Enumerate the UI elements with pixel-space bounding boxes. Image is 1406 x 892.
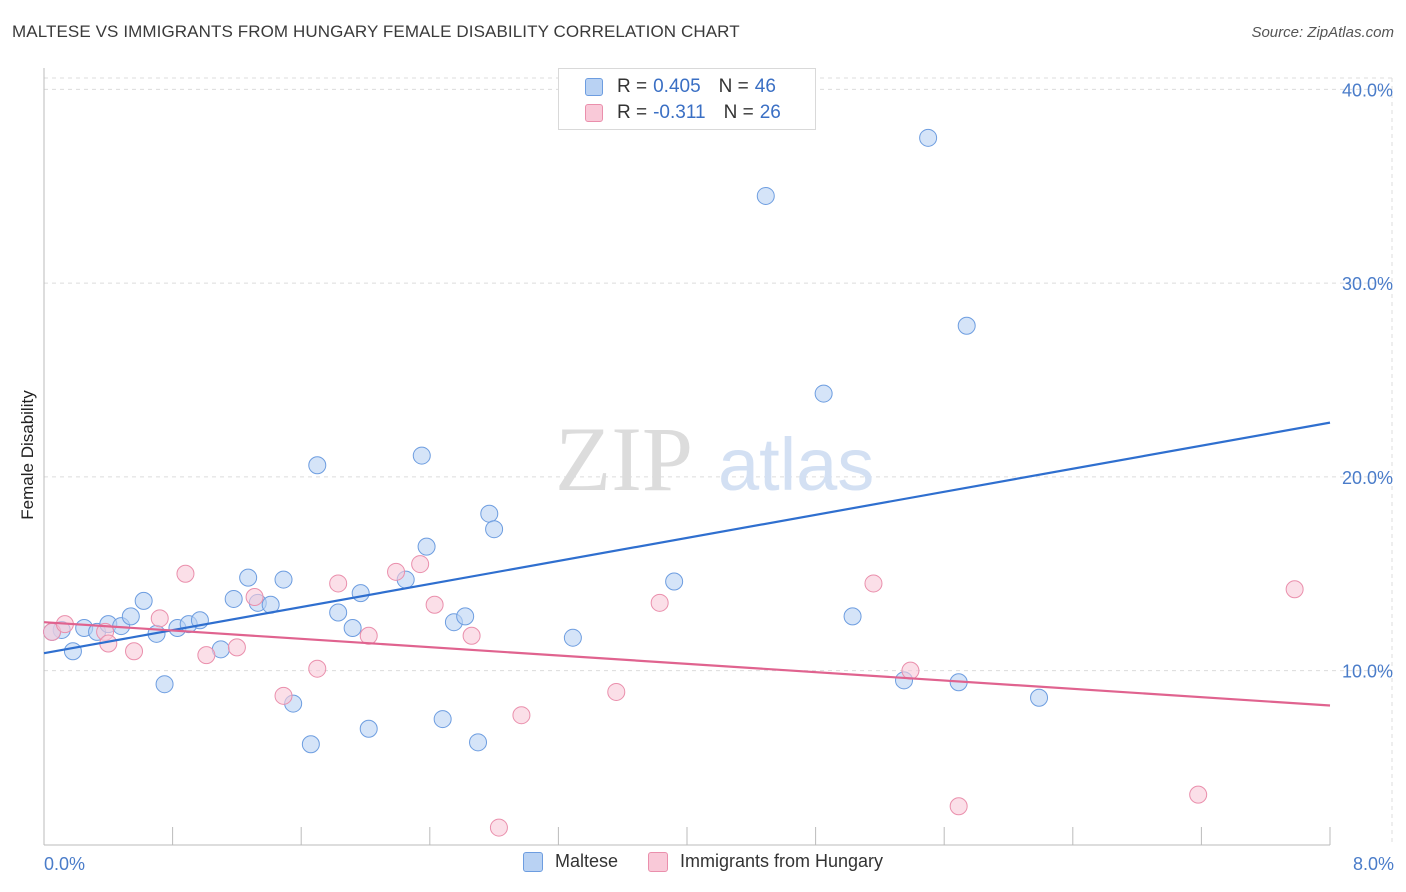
- series-legend-maltese: Maltese: [522, 851, 618, 872]
- data-point: [329, 574, 348, 593]
- data-point: [433, 710, 452, 729]
- data-point: [411, 555, 430, 574]
- data-point: [125, 642, 144, 661]
- series-swatch-maltese: [522, 851, 543, 872]
- watermark: ZIP atlas: [555, 408, 874, 510]
- data-point: [957, 316, 976, 335]
- data-point: [512, 706, 531, 725]
- legend-n-value: 26: [759, 102, 781, 123]
- legend-r-value: 0.405: [653, 76, 701, 97]
- data-point: [134, 591, 153, 610]
- data-point: [949, 797, 968, 816]
- legend-n-value: 46: [754, 76, 776, 97]
- series-points-hungary: [43, 555, 1304, 837]
- chart-title: MALTESE VS IMMIGRANTS FROM HUNGARY FEMAL…: [12, 22, 740, 41]
- data-point: [155, 675, 174, 694]
- data-point: [665, 572, 684, 591]
- data-point: [224, 589, 243, 608]
- data-point: [469, 733, 488, 752]
- series-legend: Maltese Immigrants from Hungary: [0, 851, 1406, 872]
- legend-row-hungary: R = -0.311 N = 26: [585, 101, 781, 125]
- y-tick-label: 20.0%: [1342, 468, 1393, 488]
- data-point: [489, 818, 508, 837]
- data-point: [239, 568, 258, 587]
- data-point: [901, 661, 920, 680]
- data-point: [150, 609, 169, 628]
- series-label-hungary: Immigrants from Hungary: [679, 851, 884, 871]
- legend-swatch-hungary: [585, 104, 603, 122]
- legend-r-label: R =: [617, 76, 648, 97]
- chart-source: Source: ZipAtlas.com: [1251, 24, 1394, 41]
- data-point: [176, 564, 195, 583]
- data-point: [919, 128, 938, 147]
- data-point: [329, 603, 348, 622]
- x-tick-label: 8.0%: [1353, 854, 1394, 874]
- data-point: [274, 686, 293, 705]
- data-point: [1030, 688, 1049, 707]
- data-point: [412, 446, 431, 465]
- data-point: [456, 607, 475, 626]
- data-point: [756, 186, 775, 205]
- data-point: [245, 588, 264, 606]
- legend-row-maltese: R = 0.405 N = 46: [585, 75, 776, 99]
- data-point: [308, 659, 327, 678]
- trend-line-hungary: [43, 621, 1331, 707]
- series-swatch-hungary: [647, 851, 668, 872]
- data-point: [301, 735, 320, 754]
- data-point: [343, 619, 362, 637]
- series-legend-hungary: Immigrants from Hungary: [647, 851, 884, 872]
- data-point: [63, 642, 82, 661]
- legend-r-value: -0.311: [653, 102, 706, 123]
- data-point: [227, 638, 246, 657]
- data-point: [607, 682, 626, 701]
- axes: [43, 68, 1331, 846]
- data-point: [864, 574, 883, 593]
- legend-n-label: N =: [718, 76, 749, 97]
- data-point: [359, 719, 378, 738]
- correlation-legend: R = 0.405 N = 46 R = -0.311 N = 26: [558, 68, 816, 130]
- data-point: [387, 562, 406, 581]
- data-point: [351, 584, 370, 603]
- data-point: [417, 537, 436, 556]
- data-points: [43, 128, 1304, 837]
- trend-line-maltese: [43, 421, 1331, 655]
- data-point: [425, 595, 444, 614]
- watermark-atlas: atlas: [718, 423, 874, 506]
- legend-r-label: R =: [617, 102, 648, 123]
- tick-labels: 10.0% 20.0% 30.0% 40.0% 0.0% 8.0%: [44, 80, 1394, 874]
- data-point: [197, 646, 216, 665]
- data-point: [308, 456, 327, 475]
- data-point: [1285, 580, 1304, 599]
- data-point: [814, 384, 833, 403]
- data-point: [462, 626, 481, 645]
- y-tick-label: 40.0%: [1342, 80, 1393, 100]
- data-point: [485, 520, 504, 539]
- y-tick-label: 10.0%: [1342, 662, 1393, 682]
- data-point: [274, 570, 293, 589]
- data-point: [563, 628, 582, 647]
- data-point: [650, 593, 669, 612]
- data-point: [359, 626, 378, 645]
- data-point: [480, 504, 499, 523]
- series-points-maltese: [43, 128, 1049, 754]
- legend-n-label: N =: [723, 102, 754, 123]
- legend-swatch-maltese: [585, 78, 603, 96]
- x-tick-label: 0.0%: [44, 854, 85, 874]
- watermark-zip: ZIP: [555, 408, 693, 510]
- trend-lines: [43, 421, 1331, 707]
- data-point: [1189, 785, 1208, 804]
- data-point: [843, 607, 862, 626]
- data-point: [121, 607, 140, 626]
- y-tick-label: 30.0%: [1342, 274, 1393, 294]
- series-label-maltese: Maltese: [554, 851, 618, 871]
